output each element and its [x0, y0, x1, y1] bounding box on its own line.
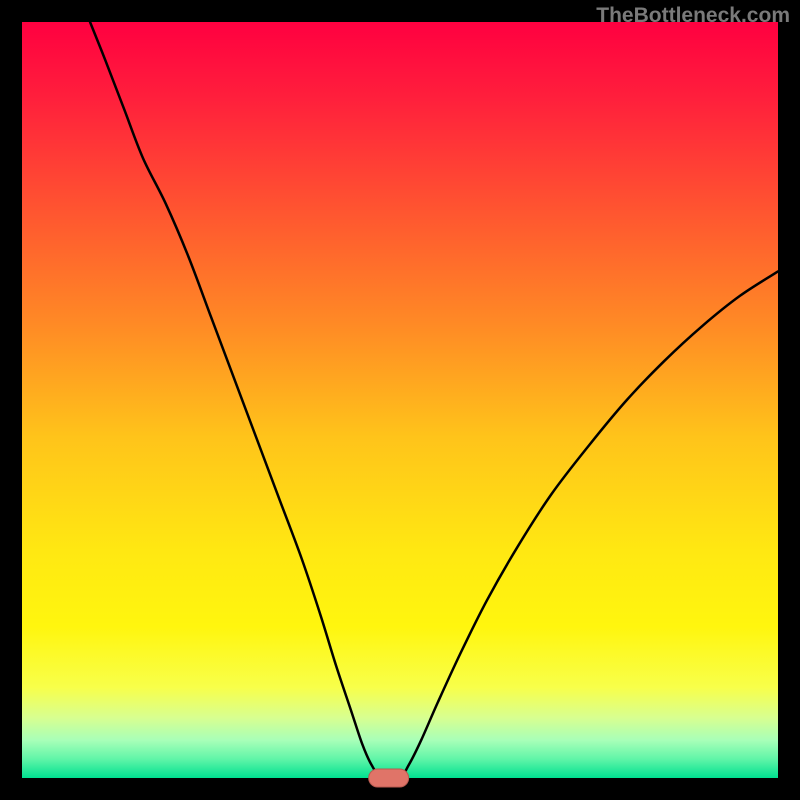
- bottleneck-chart: TheBottleneck.com: [0, 0, 800, 800]
- chart-svg: [0, 0, 800, 800]
- watermark-text: TheBottleneck.com: [596, 4, 790, 28]
- minimum-marker: [369, 769, 409, 787]
- chart-background: [22, 22, 778, 778]
